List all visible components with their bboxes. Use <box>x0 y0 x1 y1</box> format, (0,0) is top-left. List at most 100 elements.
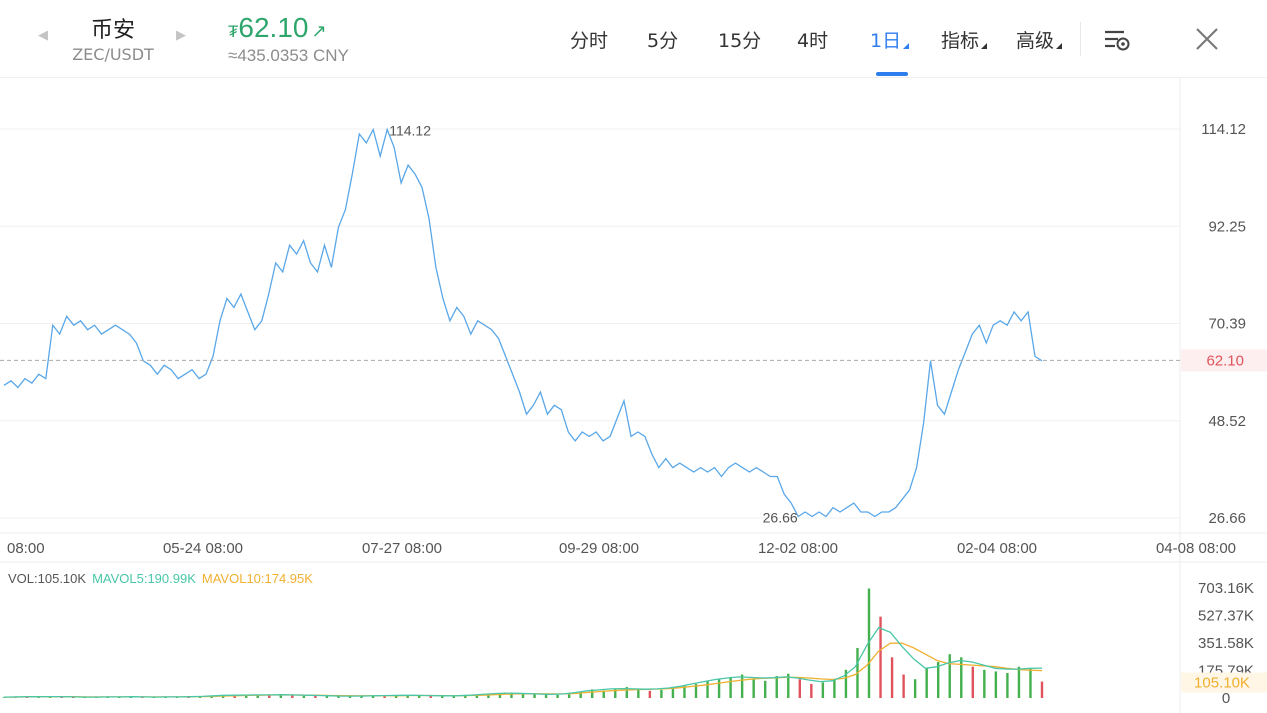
current-price-tag <box>1181 349 1267 372</box>
active-tab-indicator <box>876 72 908 76</box>
volume-bar <box>775 676 778 698</box>
volume-bar <box>533 693 536 698</box>
volume-bar <box>648 690 652 698</box>
volume-tick-label: 0 <box>1222 690 1230 707</box>
tab-1day[interactable]: 1日 <box>870 26 910 53</box>
volume-bar <box>337 696 340 698</box>
volume-bar <box>302 694 306 698</box>
volume-bar <box>890 657 894 698</box>
time-tick-label: 09-29 08:00 <box>559 540 639 557</box>
volume-bar <box>971 666 974 698</box>
volume-bar <box>833 679 836 698</box>
volume-bar <box>879 616 882 698</box>
volume-bar <box>625 687 628 698</box>
volume-bar <box>787 673 790 698</box>
volume-bar <box>764 680 767 698</box>
volume-bar <box>256 694 259 698</box>
price-chart[interactable]: 114.12 92.25 70.39 48.52 26.66 08:00 05-24 08:… <box>0 78 1267 713</box>
tab-indicators[interactable]: 指标 <box>941 26 988 53</box>
volume-bar <box>740 674 744 698</box>
volume-bar <box>279 694 282 698</box>
tab-divider <box>1080 22 1081 56</box>
volume-bar <box>567 694 571 698</box>
volume-bar <box>994 671 998 698</box>
volume-bar <box>821 682 825 698</box>
volume-bar <box>498 693 502 698</box>
volume-bar <box>960 657 963 698</box>
close-icon[interactable] <box>1194 26 1220 52</box>
volume-bar <box>579 691 582 698</box>
volume-bar <box>948 654 951 698</box>
current-volume-tag <box>1181 672 1267 693</box>
price-value: 62.10 <box>238 12 309 43</box>
time-tick-label: 07-27 08:00 <box>362 540 442 557</box>
volume-tick-label: 703.16K <box>1198 580 1254 597</box>
exchange-name[interactable]: 币安 <box>90 18 135 43</box>
volume-bar <box>429 695 432 698</box>
volume-bar <box>810 683 813 698</box>
volume-bar <box>210 696 213 698</box>
volume-bar <box>544 694 548 698</box>
time-tick-label: 08:00 <box>7 540 45 557</box>
volume-bar <box>1017 666 1021 698</box>
tab-indicators-label: 指标 <box>941 30 980 52</box>
volume-bar <box>683 685 686 698</box>
price-tick-label: 70.39 <box>1208 316 1246 333</box>
volume-bar <box>798 679 801 698</box>
volume-bar <box>1029 668 1032 698</box>
price-tick-label: 114.12 <box>1201 121 1246 138</box>
previous-symbol-arrow-icon[interactable]: ◀ <box>38 28 48 43</box>
volume-bar <box>591 689 594 698</box>
time-tick-label: 12-02 08:00 <box>758 540 838 557</box>
price-line <box>3 127 1043 518</box>
mavol5-value: MAVOL5:190.99K <box>92 571 196 586</box>
price-currency-symbol: ₮ <box>228 22 239 41</box>
volume-bar <box>556 694 559 698</box>
tab-4hour[interactable]: 4时 <box>797 30 829 52</box>
price-tick-label: 48.52 <box>1208 413 1246 430</box>
current-volume-tag-label: 105.10K <box>1194 675 1250 692</box>
tab-15min[interactable]: 15分 <box>718 30 762 52</box>
tab-timeline[interactable]: 分时 <box>570 30 609 52</box>
volume-tick-label: 351.58K <box>1198 635 1254 652</box>
next-symbol-arrow-icon[interactable]: ▶ <box>176 28 186 43</box>
volume-bar <box>291 695 294 698</box>
tab-advanced-label: 高级 <box>1016 30 1055 52</box>
volume-bar <box>983 669 986 698</box>
volume-bar <box>406 695 409 698</box>
volume-bar <box>394 695 398 698</box>
mavol5-line <box>3 626 1043 698</box>
trading-pair: ZEC/USDT <box>72 45 154 64</box>
volume-bar <box>510 692 513 698</box>
volume-bar <box>268 695 271 698</box>
price-tick-label: 26.66 <box>1208 510 1246 527</box>
volume-bar <box>360 696 363 698</box>
volume-bar <box>706 680 709 698</box>
volume-bar <box>464 695 467 698</box>
tab-advanced[interactable]: 高级 <box>1016 26 1063 53</box>
time-tick-label: 04-08 08:00 <box>1156 540 1236 557</box>
volume-bar <box>671 687 675 698</box>
volume-bar <box>383 696 386 698</box>
volume-bar <box>418 694 421 698</box>
chart-settings-icon[interactable] <box>1102 26 1132 54</box>
volume-tick-label: 527.37K <box>1198 608 1254 625</box>
volume-bar <box>694 683 698 698</box>
dropdown-caret-icon <box>903 43 910 49</box>
volume-bar <box>198 696 202 698</box>
current-price: ₮62.10 ↗ <box>228 12 327 44</box>
min-price-label: 26.66 <box>763 509 798 525</box>
price-trend-arrow-icon: ↗ <box>311 21 327 41</box>
volume-bar <box>752 678 755 698</box>
volume-bar <box>729 676 732 698</box>
volume-bar <box>187 697 190 698</box>
vol-value: VOL:105.10K <box>8 571 87 586</box>
dropdown-caret-icon <box>1056 43 1063 49</box>
volume-bar <box>452 696 455 698</box>
current-price-tag-label: 62.10 <box>1206 352 1244 369</box>
top-bar: ◀ 币安 ZEC/USDT ▶ ₮62.10 ↗ ≈435.0353 CNY 分时… <box>0 0 1267 78</box>
volume-bar <box>614 688 617 698</box>
tab-5min[interactable]: 5分 <box>647 30 679 52</box>
volume-bar <box>441 696 444 698</box>
volume-bar <box>844 669 848 698</box>
